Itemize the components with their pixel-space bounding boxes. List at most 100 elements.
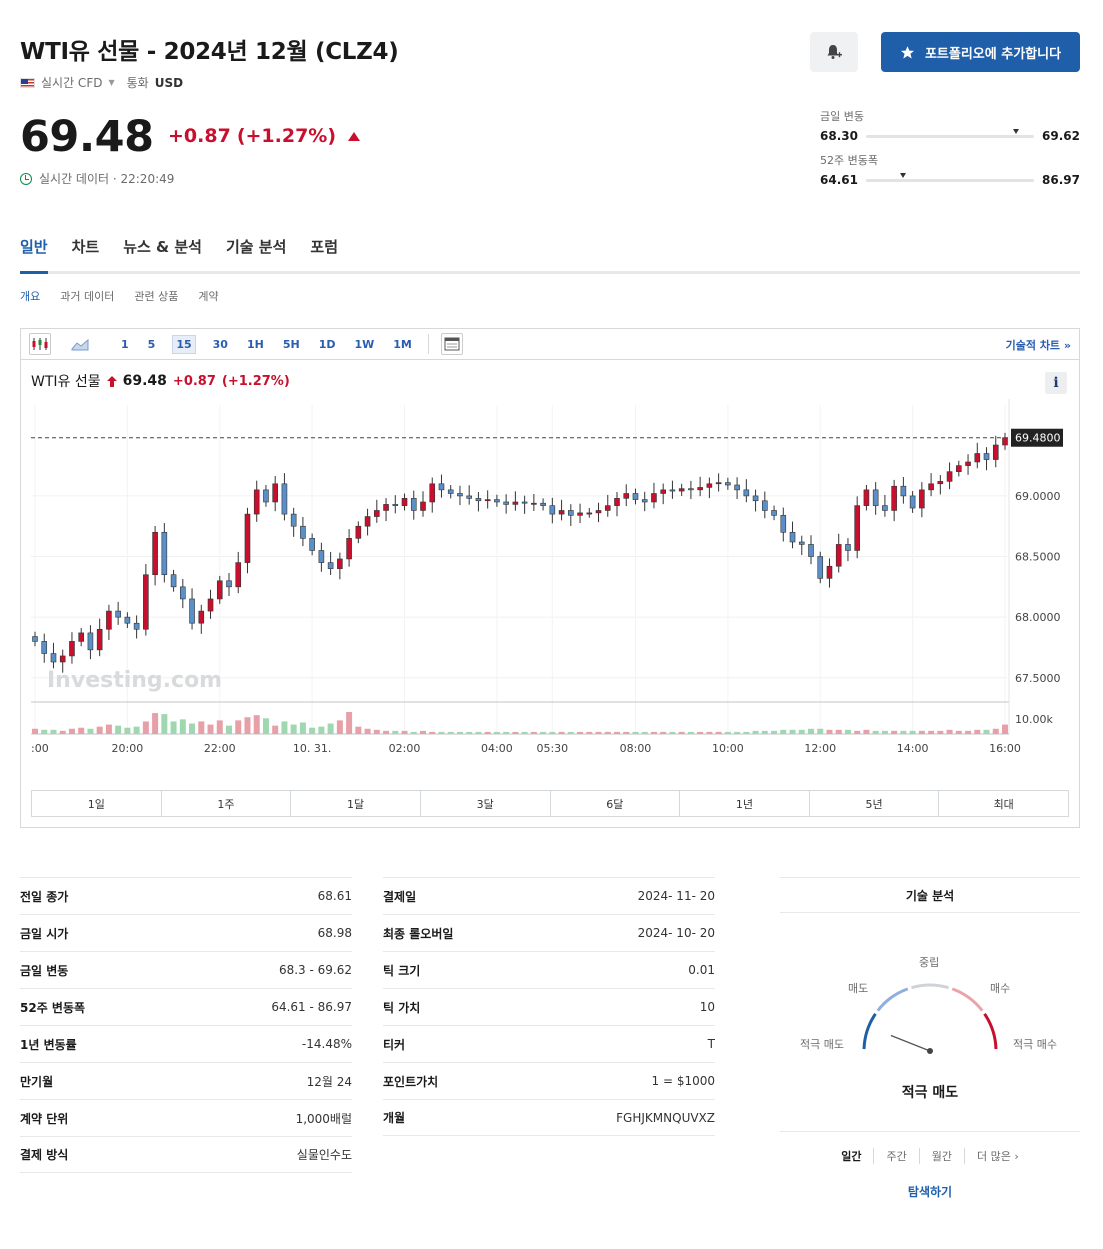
stats-value: 1,000배럴 (295, 1111, 352, 1126)
volume-bar (78, 727, 85, 734)
calendar-icon[interactable] (440, 333, 463, 355)
interval-1w[interactable]: 1W (354, 337, 375, 351)
stats-value: 64.61 - 86.97 (271, 1000, 352, 1014)
timeframe-monthly[interactable]: 월간 (920, 1148, 965, 1164)
info-icon[interactable]: i (1045, 372, 1067, 394)
subtab-historical[interactable]: 과거 데이터 (60, 290, 115, 303)
timeframe-more[interactable]: 더 많은 › (965, 1148, 1031, 1164)
stats-row: 1년 변동률 -14.48% (20, 1025, 352, 1062)
subtab-contract[interactable]: 계약 (198, 290, 219, 303)
price-chart[interactable]: Investing.com 69.4800 69.0000 68.5000 68.000… (21, 399, 1079, 789)
period-6m[interactable]: 6달 (551, 791, 681, 816)
volume-bar (355, 726, 362, 734)
candle (106, 610, 112, 630)
volume-bar (96, 726, 103, 734)
candle (983, 453, 990, 460)
volume-bar (290, 724, 297, 734)
volume-tick-label: 10.00k (1015, 713, 1053, 726)
interval-1m[interactable]: 1M (393, 337, 412, 351)
period-1m[interactable]: 1달 (291, 791, 421, 816)
gauge-label-buy: 매수 (990, 982, 1011, 995)
x-tick-label: 16:00 (989, 742, 1021, 755)
stats-table-left: 전일 종가 68.61 금일 시가 68.98 금일 변동 68.3 - 69.62 52주… (20, 877, 352, 1173)
candle (956, 465, 962, 472)
candle (706, 483, 713, 488)
candle (170, 574, 177, 588)
x-tick-label: 04:00 (481, 742, 513, 755)
interval-5[interactable]: 5 (147, 337, 156, 351)
week52-range-bar (865, 172, 1035, 182)
price-change-value: +0.87 (168, 125, 231, 147)
interval-1h[interactable]: 1H (246, 337, 264, 351)
candle (143, 574, 149, 630)
tab-general[interactable]: 일반 (20, 232, 48, 274)
day-range-high: 69.62 (1042, 129, 1080, 143)
period-1d[interactable]: 1일 (32, 791, 162, 816)
candle (558, 510, 565, 515)
volume-bar (41, 729, 48, 734)
candle (725, 482, 731, 486)
period-1w[interactable]: 1주 (162, 791, 292, 816)
stats-label: 결제 방식 (20, 1148, 69, 1162)
candle (152, 531, 158, 576)
volume-bar (549, 731, 556, 734)
tab-news-analysis[interactable]: 뉴스 & 분석 (123, 238, 202, 256)
volume-bar (87, 728, 94, 734)
volume-bar (844, 729, 851, 734)
interval-1d[interactable]: 1D (318, 337, 336, 351)
candle (854, 505, 860, 551)
subtab-overview[interactable]: 개요 (20, 290, 41, 303)
candle (641, 499, 648, 503)
subtab-related[interactable]: 관련 상품 (134, 290, 179, 303)
volume-bar (752, 730, 759, 734)
volume-bar (641, 731, 648, 734)
volume-bar (955, 730, 962, 734)
area-chart-icon[interactable] (69, 333, 91, 355)
stats-label: 금일 변동 (20, 963, 69, 978)
interval-15[interactable]: 15 (172, 334, 196, 354)
period-1y[interactable]: 1년 (680, 791, 810, 816)
instrument-type[interactable]: 실시간 CFD (41, 76, 103, 90)
period-3m[interactable]: 3달 (421, 791, 551, 816)
week52-range-label: 52주 변동폭 (820, 154, 878, 167)
realtime-status: 실시간 데이터 · 22:20:49 (20, 170, 174, 187)
volume-bar (650, 731, 657, 734)
x-tick-label: 12:00 (804, 742, 836, 755)
chevron-down-icon[interactable]: ▼ (108, 78, 115, 87)
tab-chart[interactable]: 차트 (71, 238, 100, 256)
timeframe-weekly[interactable]: 주간 (874, 1148, 920, 1164)
candle (392, 504, 399, 506)
week52-range-low: 64.61 (820, 173, 858, 187)
candle (586, 512, 593, 515)
candlestick-icon[interactable] (29, 333, 51, 355)
volume-bar (262, 718, 269, 734)
volume-bar (281, 721, 288, 734)
interval-5h[interactable]: 5H (282, 337, 300, 351)
x-tick-label: 05:30 (536, 742, 568, 755)
explore-link[interactable]: 탐색하기 (907, 1185, 953, 1199)
tab-technical[interactable]: 기술 분석 (225, 238, 287, 256)
interval-30[interactable]: 30 (212, 337, 228, 351)
technical-title: 기술 분석 (780, 877, 1080, 913)
period-max[interactable]: 최대 (993, 797, 1014, 811)
currency-value: USD (154, 75, 184, 90)
candle (817, 556, 824, 579)
technical-chart-link[interactable]: 기술적 차트 » (1005, 339, 1071, 352)
x-tick-label: 20:00 (112, 742, 144, 755)
alert-button[interactable] (810, 32, 858, 72)
timeframe-daily[interactable]: 일간 (829, 1148, 875, 1164)
volume-bar (992, 728, 999, 734)
volume-bar (817, 728, 824, 734)
volume-bar (152, 713, 159, 734)
volume-bar (567, 731, 574, 734)
add-to-portfolio-button[interactable]: 포트폴리오에 추가합니다 (881, 32, 1080, 72)
tab-forum[interactable]: 포럼 (310, 238, 338, 256)
stats-row: 52주 변동폭 64.61 - 86.97 (20, 988, 352, 1025)
interval-1[interactable]: 1 (121, 337, 129, 351)
candle (41, 641, 48, 654)
candle (688, 488, 694, 491)
gauge-segment (911, 983, 949, 990)
day-range: 금일 변동 68.30 69.62 (820, 108, 1080, 143)
period-5y[interactable]: 5년 (810, 791, 940, 816)
volume-bar (669, 731, 676, 734)
